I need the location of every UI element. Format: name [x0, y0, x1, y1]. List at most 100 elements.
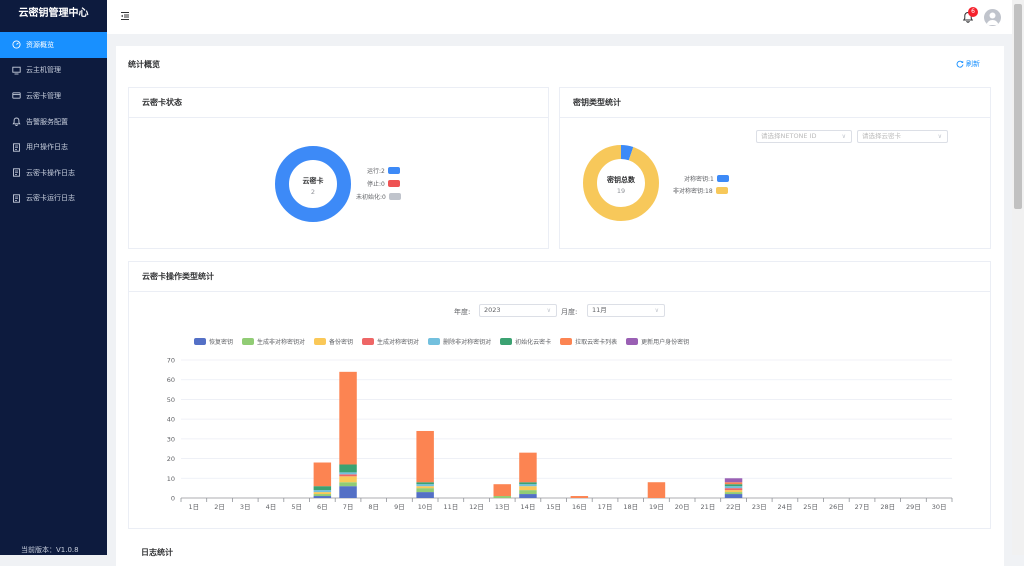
legend-label: 恢复密钥	[209, 339, 234, 346]
legend-label: 初始化云密卡	[515, 339, 552, 346]
key-types-center-value: 19	[617, 187, 625, 195]
key-types-center-label: 密钥总数	[607, 175, 636, 184]
version-label: 当前版本：V1.0.8	[21, 546, 79, 554]
legend-item[interactable]: 生成对称密钥对	[362, 337, 419, 346]
document-icon	[13, 194, 20, 203]
legend-swatch	[428, 338, 441, 345]
legend-label: 生成对称密钥对	[377, 339, 420, 346]
x-tick-label: 8日	[368, 503, 379, 511]
sidebar-item-1[interactable]: 云主机管理	[0, 58, 107, 84]
bar-segment	[724, 482, 743, 485]
legend-item-symmetric: 对称密钥:1	[684, 174, 729, 183]
x-tick-label: 1日	[189, 503, 200, 511]
bar-segment	[313, 462, 332, 487]
card-select-placeholder: 请选择云密卡	[862, 132, 901, 140]
notification-badge: 6	[968, 7, 978, 17]
y-tick-label: 50	[167, 396, 175, 404]
key-types-donut: 密钥总数 19	[583, 145, 659, 221]
x-tick-label: 24日	[778, 503, 793, 511]
scrollbar-thumb[interactable]	[1014, 4, 1022, 209]
y-tick-label: 60	[167, 376, 175, 384]
year-select[interactable]: 2023 ∨	[479, 304, 557, 317]
page-scrollbar[interactable]	[1012, 0, 1024, 555]
x-tick-label: 17日	[598, 503, 613, 511]
bar-segment	[313, 492, 332, 495]
bar-segment	[339, 476, 357, 483]
chevron-down-icon: ∨	[937, 133, 942, 140]
legend-item[interactable]: 恢复密钥	[194, 337, 233, 346]
card-select[interactable]: 请选择云密卡 ∨	[857, 130, 948, 143]
x-tick-label: 7日	[343, 503, 354, 511]
year-value: 2023	[484, 306, 501, 314]
bar-segment	[416, 482, 434, 485]
legend-swatch	[362, 338, 375, 345]
legend-swatch	[314, 338, 327, 345]
chevron-down-icon: ∨	[546, 307, 551, 314]
sidebar-item-2[interactable]: 云密卡管理	[0, 83, 107, 109]
x-tick-label: 10日	[418, 503, 433, 511]
legend-item[interactable]: 初始化云密卡	[500, 337, 551, 346]
month-select[interactable]: 11月 ∨	[587, 304, 665, 317]
ops-stacked-bar-chart: 0 10 20 30 40 50 60 70 1日 2日 3日 4日 5日 6日 7日 8日 9日 10日 11日 1…	[167, 357, 953, 511]
y-tick-label: 30	[167, 435, 175, 443]
dashboard-icon	[12, 40, 21, 49]
year-label: 年度:	[454, 308, 471, 316]
logs-title: 日志统计	[141, 548, 173, 557]
x-tick-label: 25日	[803, 503, 818, 511]
legend-item-uninitialized: 未初始化:0	[356, 192, 401, 201]
bar-segment	[416, 492, 434, 498]
x-tick-label: 5日	[291, 503, 302, 511]
overview-title: 统计概览	[128, 60, 160, 69]
legend-item[interactable]: 备份密钥	[314, 337, 353, 346]
sidebar-item-4[interactable]: 用户操作日志	[0, 134, 107, 160]
legend-swatch	[194, 338, 206, 345]
sidebar-item-5[interactable]: 云密卡操作日志	[0, 160, 107, 186]
monitor-icon	[12, 66, 21, 75]
sidebar-item-6[interactable]: 云密卡运行日志	[0, 186, 107, 212]
sidebar-item-3[interactable]: 告警服务配置	[0, 109, 107, 135]
legend-swatch	[626, 338, 639, 345]
bar-segment	[724, 494, 743, 498]
sidebar-item-label: 云密卡操作日志	[26, 168, 75, 177]
legend-item[interactable]: 生成非对称密钥对	[242, 337, 305, 346]
x-tick-label: 12日	[469, 503, 484, 511]
x-tick-label: 9日	[394, 503, 405, 511]
bar-segment	[416, 488, 434, 493]
bar-segment	[416, 484, 434, 487]
legend-label: 非对称密钥:18	[673, 188, 713, 195]
legend-label: 备份密钥	[329, 339, 354, 346]
legend-item[interactable]: 更新用户身份密钥	[626, 337, 689, 346]
bar-segment	[339, 482, 357, 487]
bar-segment	[519, 484, 537, 487]
legend-swatch	[715, 187, 728, 194]
sidebar-item-label: 云密卡管理	[26, 91, 61, 100]
donut-slice-running	[275, 146, 351, 222]
x-tick-label: 16日	[572, 503, 587, 511]
x-tick-label: 13日	[495, 503, 510, 511]
bar-segment	[313, 494, 332, 497]
legend-item[interactable]: 删除非对称密钥对	[428, 337, 491, 346]
refresh-button[interactable]: 刷新	[956, 59, 980, 69]
menu-collapse-icon[interactable]	[120, 11, 130, 21]
user-avatar-icon	[986, 12, 999, 25]
user-avatar[interactable]	[984, 9, 1001, 26]
legend-swatch	[560, 338, 573, 345]
legend-item-asymmetric: 非对称密钥:18	[673, 186, 728, 195]
legend-item[interactable]: 拉取云密卡列表	[560, 337, 617, 346]
top-bar: 6	[107, 0, 1012, 34]
x-tick-label: 18日	[623, 503, 638, 511]
app-title: 云密钥管理中心	[18, 8, 89, 19]
sidebar-item-label: 用户操作日志	[26, 143, 68, 152]
x-tick-label: 20日	[675, 503, 690, 511]
legend-label: 对称密钥:1	[684, 176, 714, 183]
bar-segment	[313, 486, 332, 491]
sidebar-item-0[interactable]: 资源概览	[0, 32, 107, 58]
x-tick-label: 26日	[829, 503, 844, 511]
y-tick-label: 70	[167, 357, 175, 365]
netone-id-select[interactable]: 请选择NETONE ID ∨	[756, 130, 852, 143]
x-tick-label: 22日	[726, 503, 741, 511]
x-tick-label: 23日	[752, 503, 767, 511]
refresh-label: 刷新	[966, 60, 980, 68]
bar-segment	[339, 474, 357, 477]
sidebar-item-label: 告警服务配置	[26, 117, 68, 126]
